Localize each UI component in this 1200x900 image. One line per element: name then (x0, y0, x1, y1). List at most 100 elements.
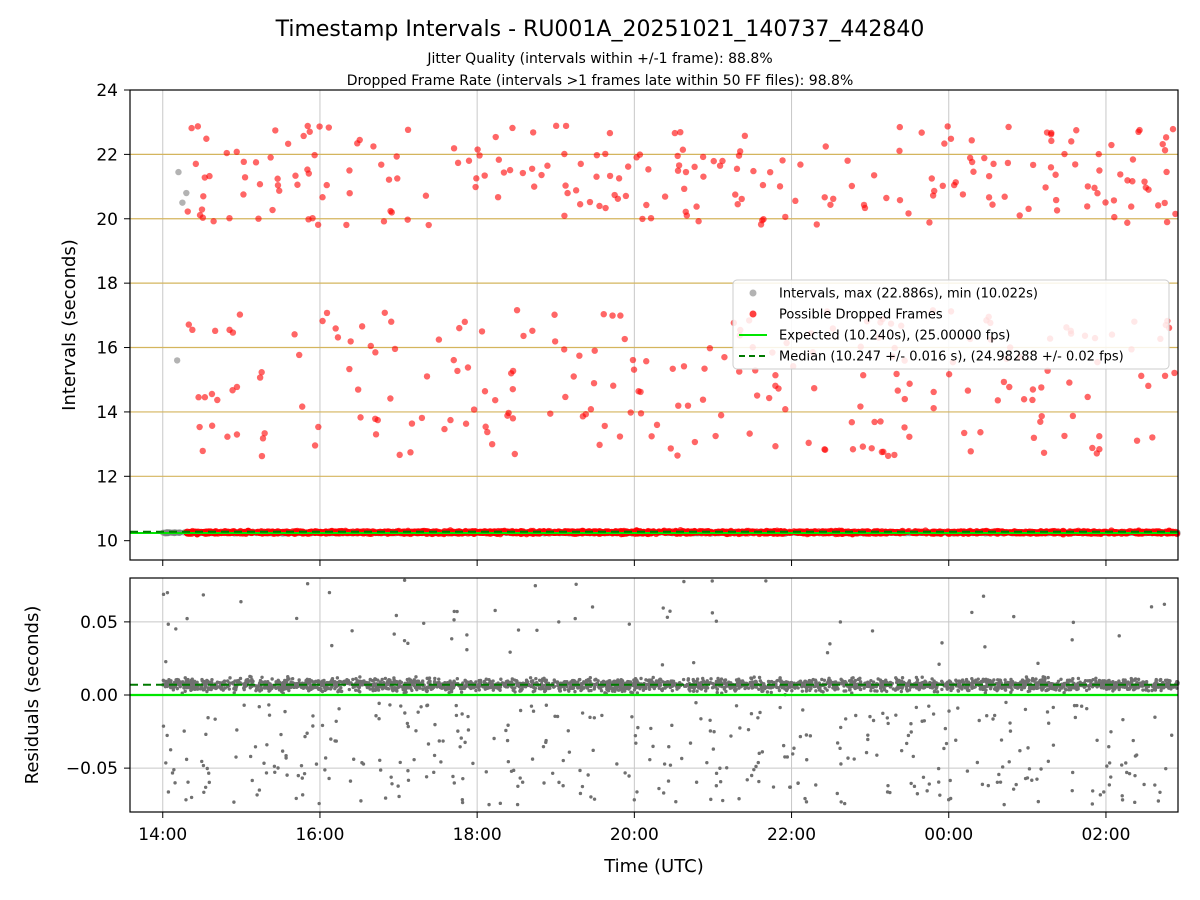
dropped-point-0 (343, 221, 350, 229)
dropped-point-0 (671, 129, 679, 137)
dropped-point-1 (699, 396, 707, 403)
chart-subtitle-2: Dropped Frame Rate (intervals >1 frames … (347, 73, 854, 89)
dropped-point-0 (699, 153, 707, 161)
dropped-point-1 (484, 428, 491, 436)
dropped-point-0 (1129, 178, 1136, 185)
dropped-point-0 (586, 198, 594, 206)
dropped-point-0 (1135, 128, 1142, 136)
dropped-point-0 (734, 200, 741, 208)
dropped-point-0 (473, 175, 480, 182)
dropped-point-1 (196, 423, 203, 431)
dropped-point-1 (596, 441, 603, 449)
intervals-y-tick-label-0: 10 (96, 532, 118, 552)
dropped-point-0 (196, 211, 204, 219)
dropped-point-0 (643, 201, 650, 209)
dropped-point-1 (1171, 369, 1178, 377)
dropped-point-1 (211, 327, 219, 335)
intervals-y-tick-label-7: 24 (96, 81, 118, 101)
residual-point (790, 689, 794, 693)
dropped-point-1 (256, 374, 264, 381)
interval-extra-point-3 (173, 357, 181, 364)
residual-point (651, 675, 655, 680)
dropped-point-1 (857, 403, 864, 410)
dropped-point-0 (450, 145, 458, 152)
dropped-point-0 (1162, 134, 1170, 141)
intervals-y-axis-label: Intervals (seconds) (59, 239, 80, 411)
dropped-point-1 (736, 368, 743, 375)
dropped-point-0 (538, 171, 545, 179)
dropped-point-0 (645, 166, 652, 173)
dropped-point-0 (404, 126, 412, 134)
dropped-point-1 (627, 409, 634, 416)
dropped-point-1 (529, 327, 536, 334)
intervals-y-tick-label-1: 12 (96, 467, 118, 487)
dropped-point-0 (1129, 156, 1137, 163)
dropped-point-0 (388, 209, 395, 216)
dropped-point-0 (188, 124, 195, 132)
dropped-point-0 (860, 201, 868, 209)
residual-point (765, 690, 770, 694)
dropped-point-1 (334, 334, 342, 341)
intervals-y-tick-label-4: 18 (96, 274, 118, 294)
dropped-point-1 (1038, 384, 1045, 391)
dropped-point-1 (945, 371, 953, 378)
dropped-point-0 (316, 123, 323, 130)
dropped-point-0 (1169, 125, 1177, 133)
dropped-point-0 (274, 175, 281, 182)
dropped-point-1 (299, 403, 306, 410)
dropped-point-0 (1084, 203, 1091, 210)
dropped-point-0 (679, 146, 687, 153)
dropped-point-0 (269, 206, 276, 214)
dropped-point-1 (877, 418, 884, 425)
dropped-point-1 (621, 335, 628, 343)
dropped-point-0 (759, 181, 767, 189)
dropped-point-0 (682, 168, 690, 176)
dropped-point-0 (989, 201, 996, 208)
dropped-point-1 (372, 349, 379, 356)
intervals-x-ticks (162, 560, 1107, 566)
dropped-point-1 (481, 388, 489, 395)
residual-point (920, 675, 924, 679)
residual-point (703, 689, 708, 693)
dropped-point-1 (1037, 418, 1044, 425)
dropped-point-0 (300, 132, 307, 140)
dropped-point-0 (1161, 147, 1169, 154)
residual-point (603, 691, 607, 695)
dropped-point-0 (194, 123, 202, 130)
dropped-point-0 (896, 123, 903, 131)
dropped-point-1 (701, 365, 708, 372)
residual-point (804, 689, 809, 693)
dropped-point-0 (240, 191, 247, 198)
residual-point (563, 687, 567, 692)
dropped-point-1 (233, 431, 241, 438)
dropped-point-0 (1094, 190, 1101, 197)
residual-point (459, 690, 464, 694)
dropped-point-1 (505, 409, 512, 417)
residual-point (752, 675, 756, 679)
dropped-point-0 (203, 135, 210, 142)
dropped-point-1 (482, 423, 489, 430)
dropped-point-1 (648, 433, 655, 440)
dropped-point-0 (1061, 150, 1068, 158)
residual-point (869, 678, 873, 683)
dropped-point-1 (423, 373, 431, 380)
dropped-point-0 (981, 154, 988, 162)
dropped-point-1 (906, 380, 913, 387)
residual-point (686, 678, 690, 682)
dropped-point-1 (551, 338, 559, 345)
residual-point (856, 677, 861, 682)
dropped-point-0 (1172, 210, 1179, 218)
dropped-point-0 (241, 174, 249, 181)
dropped-point-1 (893, 370, 900, 378)
residual-point (777, 688, 782, 693)
dropped-point-0 (1016, 212, 1023, 219)
dropped-point-1 (372, 415, 379, 423)
residual-point (769, 690, 773, 695)
dropped-point-0 (422, 192, 430, 199)
dropped-point-0 (544, 162, 551, 169)
dropped-point-0 (691, 163, 698, 171)
residual-point (1136, 677, 1141, 682)
dropped-point-1 (1006, 383, 1013, 391)
dropped-point-0 (1102, 199, 1109, 206)
dropped-point-1 (590, 379, 598, 387)
